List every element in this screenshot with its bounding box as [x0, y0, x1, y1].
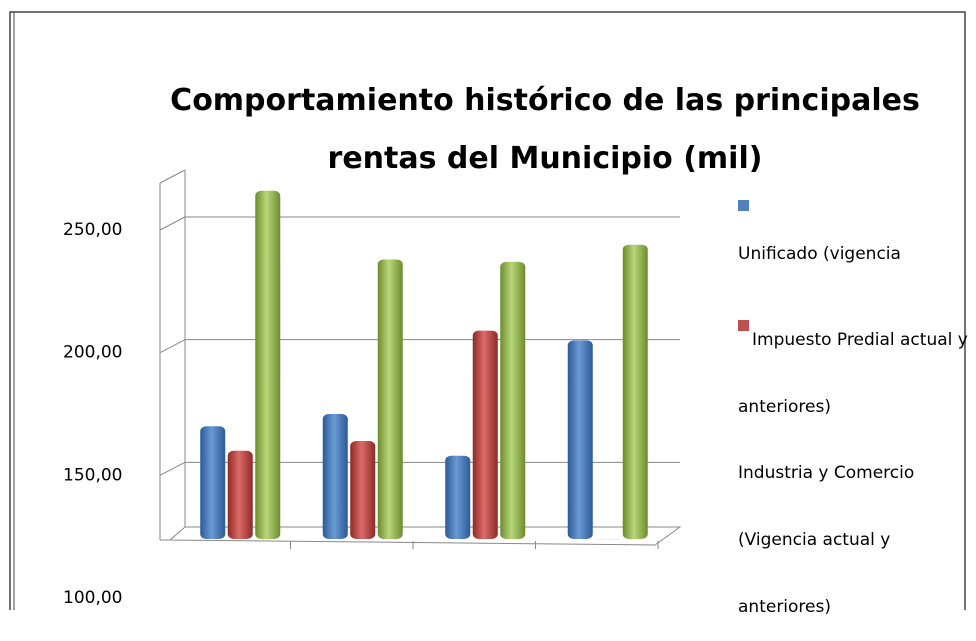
- legend-entry: Industria y Comercio (Vigencia actual y …: [738, 440, 970, 641]
- grid-line: [160, 340, 185, 353]
- legend-swatch: [738, 320, 749, 331]
- legend-entry: Unificado (vigencia: [738, 200, 970, 271]
- bar: [378, 259, 403, 539]
- y-tick-label: 100,00: [63, 588, 122, 608]
- y-tick-label: 150,00: [63, 465, 122, 485]
- bar: [445, 456, 470, 539]
- y-tick-label: 250,00: [63, 220, 122, 240]
- legend-entry: Impuesto Predial actual y anteriores): [738, 307, 970, 441]
- chart-title: Comportamiento histórico de las principa…: [170, 72, 920, 188]
- bar: [473, 331, 498, 539]
- y-tick-label: 200,00: [63, 343, 122, 363]
- page: {"chart_data": {"type": "bar", "title": …: [0, 0, 976, 610]
- legend-label: Impuesto Predial actual y anteriores): [738, 330, 968, 417]
- bar: [500, 262, 525, 539]
- bar: [568, 340, 593, 539]
- bar: [350, 441, 375, 539]
- legend-swatch: [738, 200, 749, 211]
- bar: [323, 414, 348, 539]
- bar: [228, 451, 253, 539]
- grid-line: [160, 217, 185, 230]
- bar: [623, 245, 648, 539]
- legend-label: Unificado (vigencia: [738, 244, 901, 264]
- legend-label: Industria y Comercio (Vigencia actual y …: [738, 463, 914, 617]
- bar: [255, 191, 280, 539]
- grid-line: [160, 462, 185, 475]
- bar: [200, 426, 225, 539]
